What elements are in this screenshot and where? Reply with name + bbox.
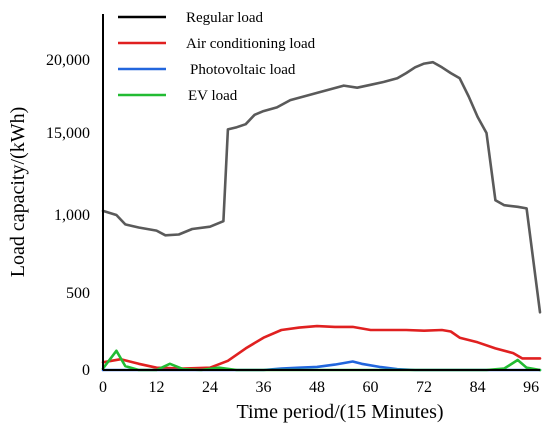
legend-label: Photovoltaic load	[190, 62, 296, 78]
y-tick-label: 1,000	[54, 207, 90, 224]
x-tick-label: 36	[256, 379, 272, 396]
legend-label: Regular load	[186, 10, 264, 26]
series-line-2	[101, 324, 542, 370]
x-tick-label: 48	[309, 379, 325, 396]
y-tick-label: 15,000	[46, 125, 90, 142]
series-line-1	[101, 60, 542, 314]
x-tick-label: 84	[470, 379, 486, 396]
y-tick-label: 20,000	[46, 52, 90, 69]
legend-label: Air conditioning load	[186, 36, 316, 52]
y-tick-label: 0	[82, 362, 90, 379]
x-tick-label: 0	[99, 379, 107, 396]
legend: Regular load Air conditioning load Photovo…	[118, 10, 316, 104]
x-tick-label: 96	[523, 379, 539, 396]
x-tick-label: 60	[363, 379, 379, 396]
x-tick-label: 72	[416, 379, 432, 396]
x-tick-labels: 0 12 24 36 48 60 72 84 96	[99, 379, 539, 396]
x-axis-title: Time period/(15 Minutes)	[236, 401, 443, 423]
x-tick-label: 24	[202, 379, 218, 396]
x-tick-label: 12	[149, 379, 165, 396]
legend-label: EV load	[188, 88, 238, 104]
y-tick-label: 500	[66, 285, 90, 302]
y-axis-title: Load capacity/(kWh)	[7, 107, 29, 277]
y-tick-labels: 0 500 1,000 15,000 20,000	[46, 52, 90, 379]
plot-area	[101, 60, 542, 372]
